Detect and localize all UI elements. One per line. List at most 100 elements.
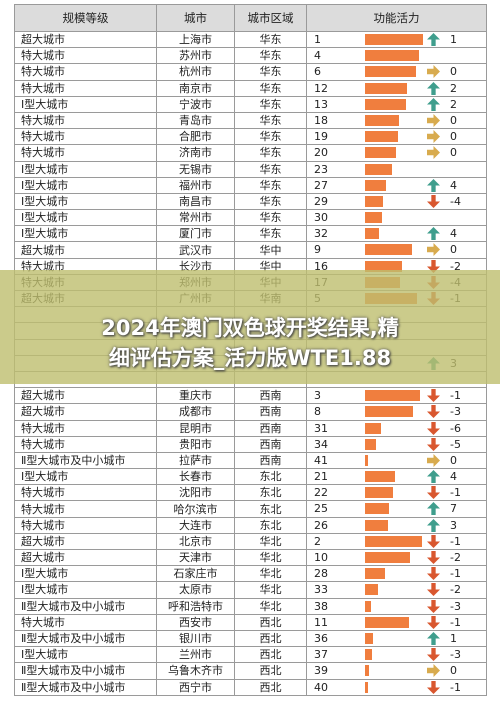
vitality-cell: 2 -1: [306, 532, 487, 551]
rank-value: 34: [314, 437, 328, 451]
region-cell: 华北: [234, 548, 307, 567]
rank-value: 28: [314, 567, 328, 581]
table-row: 特大城市 杭州市 华东 6 0: [14, 63, 487, 81]
arrow-down-icon: [427, 615, 440, 629]
arrow-down-icon: [427, 486, 440, 500]
tier-cell: 特大城市: [14, 419, 157, 437]
region-cell: 华东: [234, 111, 307, 130]
region-cell: 华东: [234, 144, 307, 162]
arrow-down-icon: [427, 194, 440, 208]
overlay-title-line-2: 细评估方案_活力版WTE1.88: [108, 346, 392, 370]
tier-cell: 特大城市: [14, 128, 157, 146]
region-cell: 西南: [234, 403, 307, 421]
rank-value: 22: [314, 486, 328, 500]
vitality-cell: 18 0: [306, 111, 487, 130]
vitality-bar: [365, 600, 371, 612]
table-row: 特大城市 贵阳市 西南 34 -5: [14, 435, 487, 453]
vitality-bar: [365, 390, 420, 402]
rank-value: 26: [314, 518, 328, 532]
rank-value: 21: [314, 470, 328, 484]
arrow-down-icon: [427, 567, 440, 581]
vitality-cell: 28 -1: [306, 565, 487, 583]
tier-cell: Ⅰ型大城市: [14, 565, 157, 583]
city-cell: 上海市: [156, 30, 235, 49]
tier-cell: 超大城市: [14, 241, 157, 259]
table-row: Ⅱ型大城市及中小城市 银川市 西北 36 1: [14, 629, 487, 648]
header-tier: 规模等级: [14, 4, 157, 32]
vitality-cell: 19 0: [306, 128, 487, 146]
vitality-bar: [365, 147, 396, 159]
change-value: 0: [450, 453, 457, 467]
region-cell: 西南: [234, 435, 307, 453]
change-value: -1: [450, 486, 461, 500]
rank-value: 4: [314, 49, 321, 63]
city-cell: 石家庄市: [156, 565, 235, 583]
vitality-bar: [365, 34, 423, 45]
tier-cell: Ⅰ型大城市: [14, 95, 157, 113]
vitality-cell: 25 7: [306, 500, 487, 518]
vitality-bar: [365, 163, 392, 175]
arrow-down-icon: [427, 648, 440, 662]
rank-value: 23: [314, 162, 328, 176]
region-cell: 西北: [234, 646, 307, 664]
city-vitality-table: 规模等级 城市 城市区域 功能活力 超大城市 上海市 华东 1 1 特大城市 苏州市 华东 4 特…: [14, 4, 487, 696]
region-cell: 西北: [234, 629, 307, 648]
city-cell: 重庆市: [156, 387, 235, 405]
arrow-up-icon: [427, 631, 440, 645]
city-cell: 宁波市: [156, 95, 235, 113]
region-cell: 华北: [234, 565, 307, 583]
rank-value: 2: [314, 534, 321, 548]
vitality-cell: 23: [306, 160, 487, 178]
tier-cell: 超大城市: [14, 532, 157, 551]
table-row: Ⅱ型大城市及中小城市 拉萨市 西南 41 0: [14, 451, 487, 470]
rank-value: 8: [314, 405, 321, 419]
header-vitality: 功能活力: [306, 4, 487, 32]
tier-cell: Ⅰ型大城市: [14, 468, 157, 486]
tier-cell: 特大城市: [14, 516, 157, 534]
change-value: 0: [450, 113, 457, 127]
vitality-bar: [365, 131, 398, 143]
arrow-down-icon: [427, 421, 440, 435]
vitality-cell: 40 -1: [306, 678, 487, 696]
vitality-bar: [365, 616, 409, 628]
arrow-up-icon: [427, 518, 440, 532]
change-value: -2: [450, 551, 461, 564]
city-cell: 福州市: [156, 176, 235, 194]
city-cell: 拉萨市: [156, 451, 235, 470]
city-cell: 南京市: [156, 79, 235, 97]
table-row: Ⅰ型大城市 宁波市 华东 13 2: [14, 95, 487, 113]
city-cell: 太原市: [156, 581, 235, 599]
city-cell: 银川市: [156, 629, 235, 648]
vitality-cell: 11 -1: [306, 613, 487, 631]
city-cell: 杭州市: [156, 63, 235, 81]
rank-value: 10: [314, 551, 328, 564]
vitality-cell: 12 2: [306, 79, 487, 97]
change-value: 3: [450, 518, 457, 532]
arrow-right-icon: [427, 65, 440, 79]
table-row: 特大城市 苏州市 华东 4: [14, 47, 487, 65]
header-city: 城市: [156, 4, 235, 32]
rank-value: 39: [314, 664, 328, 678]
vitality-bar: [365, 82, 407, 94]
city-cell: 长春市: [156, 468, 235, 486]
vitality-bar: [365, 260, 402, 272]
table-row: 特大城市 济南市 华东 20 0: [14, 144, 487, 162]
arrow-down-icon: [427, 680, 440, 694]
arrow-down-icon: [427, 437, 440, 451]
region-cell: 东北: [234, 468, 307, 486]
rank-value: 25: [314, 502, 328, 516]
vitality-bar: [365, 66, 416, 78]
vitality-cell: 36 1: [306, 629, 487, 648]
rank-value: 20: [314, 146, 328, 160]
city-cell: 西安市: [156, 613, 235, 631]
tier-cell: Ⅰ型大城市: [14, 646, 157, 664]
vitality-bar: [365, 228, 379, 240]
region-cell: 西北: [234, 678, 307, 696]
table-row: 超大城市 天津市 华北 10 -2: [14, 548, 487, 567]
vitality-cell: 4: [306, 47, 487, 65]
rank-value: 11: [314, 615, 328, 629]
vitality-cell: 37 -3: [306, 646, 487, 664]
region-cell: 华东: [234, 209, 307, 227]
arrow-up-icon: [427, 470, 440, 484]
